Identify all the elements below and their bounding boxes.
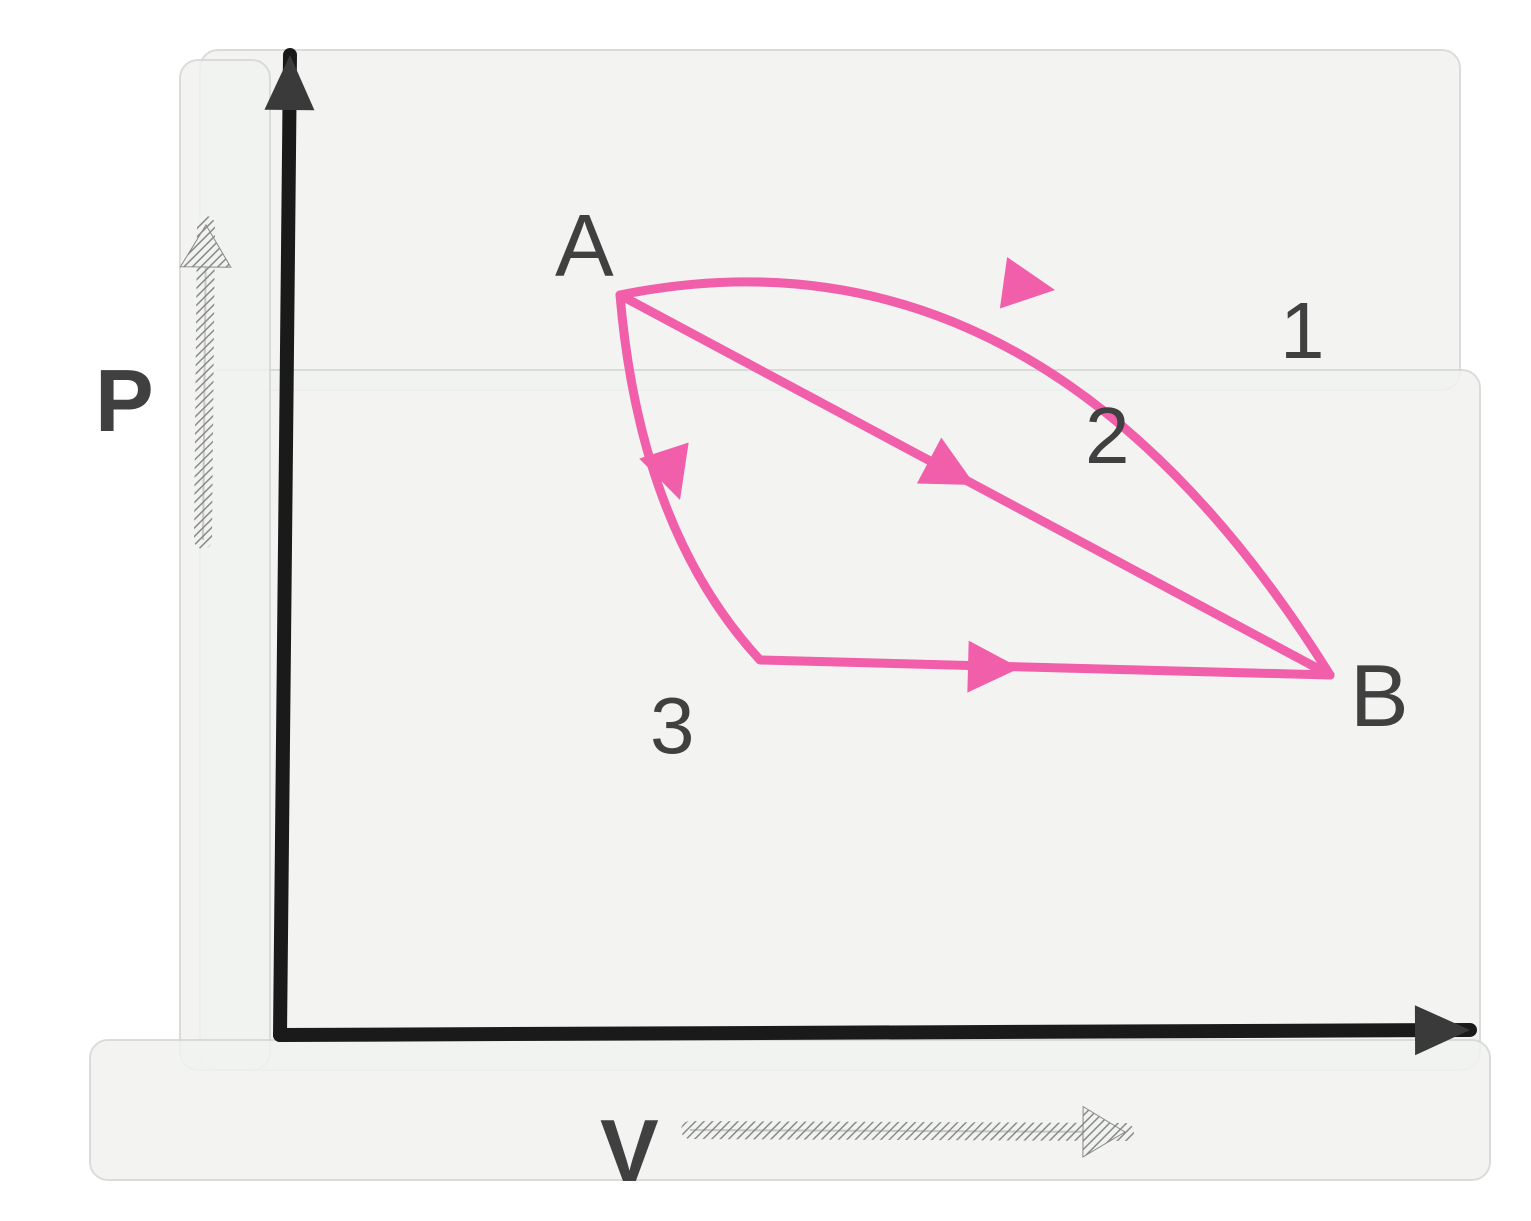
paper-patch-1 <box>200 370 1480 1070</box>
x-axis-label: V <box>600 1100 659 1202</box>
path-1-label: 1 <box>1280 285 1325 377</box>
x-axis <box>280 1030 1470 1035</box>
y-axis <box>280 55 290 1035</box>
paper-patch-3 <box>90 1040 1490 1180</box>
point-a-label: A <box>555 195 614 297</box>
point-b-label: B <box>1350 645 1409 747</box>
y-axis-label: P <box>95 350 154 452</box>
path-2-label: 2 <box>1085 390 1130 482</box>
paper-patch-0 <box>200 50 1460 390</box>
path-3-label: 3 <box>650 680 695 772</box>
paper-patch-2 <box>180 60 270 1070</box>
